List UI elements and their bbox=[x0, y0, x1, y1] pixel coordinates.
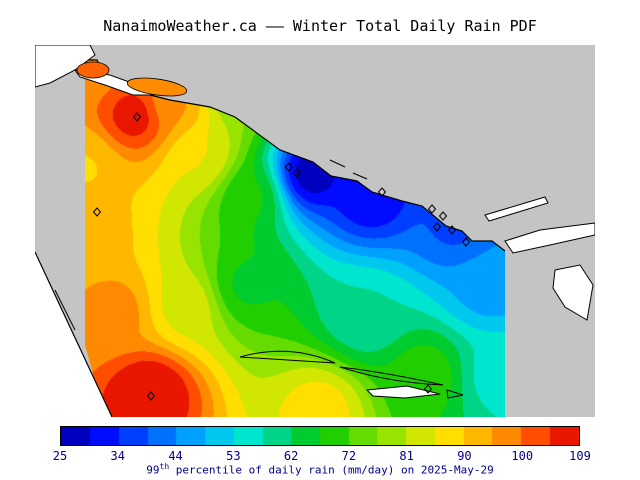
island-data-patch-2 bbox=[126, 77, 188, 97]
caption-superscript: th bbox=[159, 462, 170, 471]
map-plot-area bbox=[35, 45, 595, 417]
island-outline-3 bbox=[446, 389, 464, 399]
colorbar-tick-label: 72 bbox=[341, 449, 357, 463]
colorbar bbox=[60, 426, 580, 446]
island-outline-1 bbox=[239, 350, 336, 364]
colorbar-tick-label: 53 bbox=[226, 449, 241, 463]
islet-line-2 bbox=[352, 172, 368, 180]
coastline-path bbox=[85, 59, 506, 252]
colorbar-tick-label: 34 bbox=[110, 449, 125, 463]
islet-line-1 bbox=[329, 159, 346, 168]
station-marker bbox=[423, 384, 433, 394]
colorbar-tick-label: 90 bbox=[457, 449, 472, 463]
station-marker bbox=[438, 211, 448, 221]
station-marker bbox=[132, 112, 142, 122]
colorbar-tick-label: 62 bbox=[283, 449, 299, 463]
colorbar-tick-label: 109 bbox=[569, 449, 591, 463]
station-marker bbox=[92, 207, 102, 217]
coastline-sw bbox=[35, 251, 113, 417]
island-white-1 bbox=[365, 385, 441, 399]
colorbar-caption: 99th percentile of daily rain (mm/day) o… bbox=[0, 462, 640, 477]
station-marker bbox=[447, 225, 457, 235]
colorbar-tick-label: 81 bbox=[399, 449, 414, 463]
station-marker bbox=[146, 391, 156, 401]
coastline-sw-inner bbox=[54, 289, 76, 331]
colorbar-tick-label: 25 bbox=[52, 449, 68, 463]
coastline-overlay bbox=[35, 45, 595, 417]
island-data-patch-1 bbox=[76, 61, 110, 79]
chart-title: NanaimoWeather.ca —— Winter Total Daily … bbox=[103, 17, 537, 35]
colorbar-canvas bbox=[61, 427, 579, 445]
station-marker bbox=[461, 237, 471, 247]
caption-number: 99 bbox=[146, 463, 160, 477]
water-inlet-2 bbox=[552, 264, 594, 321]
water-inlet-3 bbox=[484, 196, 549, 222]
station-marker bbox=[284, 162, 294, 172]
station-marker bbox=[427, 204, 437, 214]
colorbar-tick-label: 44 bbox=[168, 449, 183, 463]
station-marker bbox=[292, 168, 302, 178]
station-markers bbox=[92, 112, 471, 401]
station-marker bbox=[377, 187, 387, 197]
colorbar-tick-label: 100 bbox=[511, 449, 534, 463]
island-outline-2 bbox=[339, 366, 444, 386]
colorbar-ticks: 25 34 44 53 62 72 81 90 100 109 bbox=[53, 449, 591, 463]
caption-text: percentile of daily rain (mm/day) on 202… bbox=[169, 463, 494, 477]
water-inlet-1 bbox=[504, 222, 595, 254]
station-marker bbox=[432, 222, 442, 232]
